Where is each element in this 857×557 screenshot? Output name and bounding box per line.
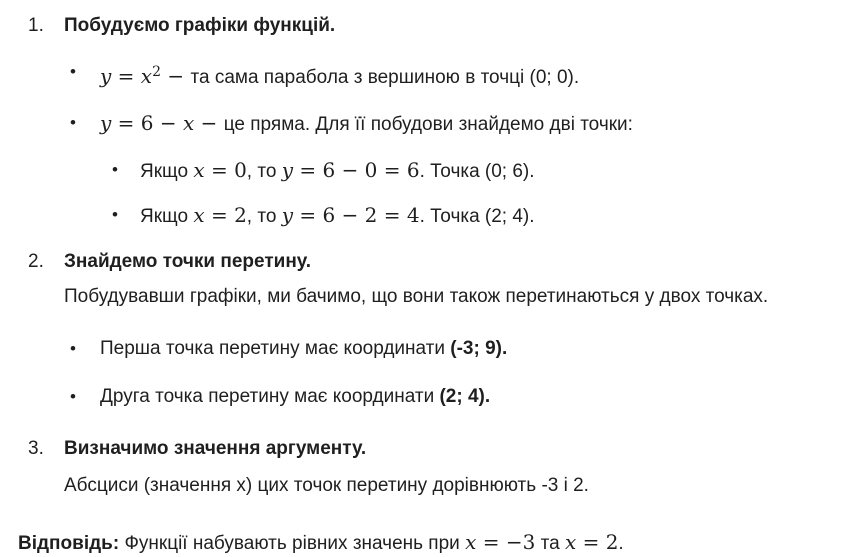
text-segment: y (281, 158, 294, 182)
point-x2-bullet: • Якщо x = 2, то y = 6 − 2 = 4. Точка (2;… (18, 202, 849, 230)
text-segment: − (161, 64, 191, 88)
bullet-icon: • (70, 62, 76, 81)
line-content: y = 6 − x − це пряма. Для її побудови зн… (100, 110, 633, 138)
text-segment: 2 (152, 64, 161, 80)
abscissa-paragraph: Абсциси (значення x) цих точок перетину … (18, 473, 849, 499)
bullet-icon: • (70, 387, 76, 406)
text-segment: Побудуємо графіки функцій. (64, 15, 336, 36)
line-content: Знайдемо точки перетину. (64, 249, 311, 275)
text-segment: = (111, 64, 141, 88)
line-content: Якщо x = 0, то y = 6 − 0 = 6. Точка (0; … (140, 157, 535, 185)
text-segment: = 6 − 2 = 4 (293, 203, 420, 227)
text-segment: та сама парабола з вершиною в точці (0; … (190, 67, 580, 88)
text-segment: = 6 − 0 = 6 (293, 158, 420, 182)
text-segment: y (100, 111, 112, 135)
bullet-icon: • (70, 113, 76, 132)
text-segment: , то (246, 206, 282, 227)
step-3-heading: 3. Визначимо значення аргументу. (18, 436, 849, 462)
first-intersection-bullet: • Перша точка перетину має координати (-3… (18, 336, 849, 362)
step-2-heading: 2. Знайдемо точки перетину. (18, 249, 849, 275)
text-segment: . Точка (0; 6). (419, 161, 535, 182)
answer-line: Відповідь: Функції набувають рівних знач… (18, 529, 849, 557)
list-number: 2. (28, 251, 44, 272)
text-segment: Абсциси (значення x) цих точок перетину … (64, 475, 589, 496)
text-segment: . Точка (2; 4). (419, 206, 535, 227)
text-segment: Якщо (140, 161, 194, 182)
text-segment: x (193, 203, 205, 227)
text-segment: y (100, 64, 112, 88)
text-segment: (2; 4). (439, 386, 491, 407)
line-content: Визначимо значення аргументу. (64, 436, 366, 462)
second-intersection-bullet: • Друга точка перетину має координати (2;… (18, 384, 849, 410)
text-segment: x (465, 530, 477, 554)
line-content: y = x2 − та сама парабола з вершиною в т… (100, 59, 579, 91)
line-content: Побудувавши графіки, ми бачимо, що вони … (64, 286, 768, 307)
list-number: 1. (28, 15, 44, 36)
bullet-icon: • (112, 205, 118, 224)
text-segment: Якщо (140, 206, 194, 227)
bullet-icon: • (70, 339, 76, 358)
text-segment: x (564, 530, 577, 554)
line-content: Друга точка перетину має координати (2; … (100, 384, 490, 410)
text-segment: = 6 − (111, 111, 183, 135)
text-segment: Друга точка перетину має координати (100, 386, 440, 407)
intersection-paragraph: Побудувавши графіки, ми бачимо, що вони … (18, 284, 849, 310)
text-segment: x (193, 158, 205, 182)
text-segment: = 2 (576, 530, 619, 554)
text-segment: − (194, 111, 224, 135)
text-segment: = 2 (204, 203, 247, 227)
line-bullet: • y = 6 − x − це пряма. Для її побудови з… (18, 110, 849, 138)
parabola-bullet: • y = x2 − та сама парабола з вершиною в … (18, 59, 849, 91)
line-content: Перша точка перетину має координати (-3;… (100, 336, 507, 362)
text-segment: = −3 (476, 530, 536, 554)
text-segment: Визначимо значення аргументу. (64, 438, 367, 459)
text-segment: , то (246, 161, 282, 182)
text-segment: x (182, 111, 195, 135)
bullet-icon: • (112, 160, 118, 179)
point-x0-bullet: • Якщо x = 0, то y = 6 − 0 = 6. Точка (0;… (18, 157, 849, 185)
line-content: Побудуємо графіки функцій. (64, 13, 335, 39)
text-segment: y (281, 203, 294, 227)
text-segment: x (140, 64, 153, 88)
list-number: 3. (28, 438, 44, 459)
line-content: Абсциси (значення x) цих точок перетину … (64, 475, 589, 496)
text-segment: Перша точка перетину має координати (100, 338, 451, 359)
line-content: Якщо x = 2, то y = 6 − 2 = 4. Точка (2; … (140, 202, 535, 230)
text-segment: це пряма. Для її побудови знайдемо дві т… (223, 114, 633, 135)
text-segment: = 0 (204, 158, 247, 182)
text-segment: Знайдемо точки перетину. (64, 251, 311, 272)
text-segment: Побудувавши графіки, ми бачимо, що вони … (64, 286, 769, 307)
step-1-heading: 1. Побудуємо графіки функцій. (18, 13, 849, 39)
text-segment: (-3; 9). (450, 338, 508, 359)
